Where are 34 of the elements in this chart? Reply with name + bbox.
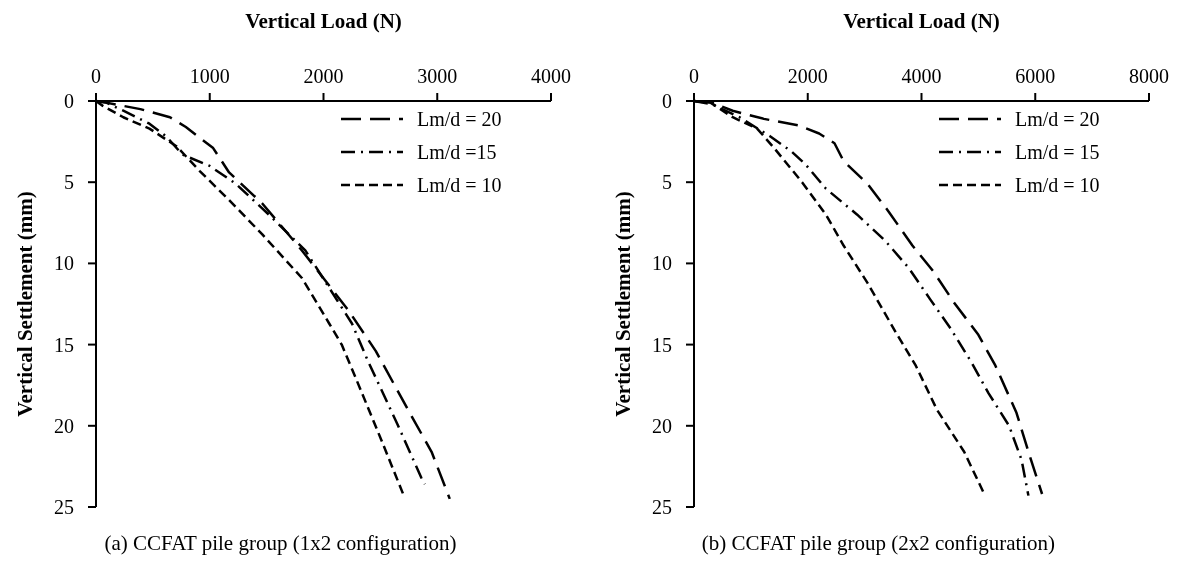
y-tick-label: 0: [64, 90, 74, 112]
text: (a) CCFAT pile group (1x2 configuration): [104, 531, 457, 555]
legend-label: Lm/d = 10: [417, 174, 502, 196]
x-tick-label: 8000: [1129, 65, 1169, 87]
x-tick-label: 4000: [901, 65, 942, 87]
x-tick-label: 4000: [531, 65, 571, 87]
y-tick-label: 25: [652, 496, 672, 518]
y-tick-label: 5: [662, 171, 672, 194]
x-axis-title: Vertical Load (N): [843, 9, 1000, 33]
x-tick-label: 3000: [417, 65, 458, 87]
x-tick-label: 6000: [1015, 65, 1056, 87]
legend-label: Lm/d = 20: [417, 108, 502, 130]
text: (b) CCFAT pile group (2x2 configuration): [701, 531, 1056, 555]
legend-label: Lm/d = 20: [1015, 108, 1100, 130]
x-tick-label: 2000: [303, 65, 344, 87]
y-tick-label: 0: [662, 90, 672, 112]
y-tick-label: 15: [652, 333, 672, 356]
y-tick-label: 10: [652, 252, 672, 275]
x-tick-label: 0: [91, 65, 101, 87]
y-tick-label: 25: [54, 496, 74, 518]
y-tick-label: 20: [54, 414, 74, 437]
x-tick-label: 2000: [787, 65, 828, 87]
legend-label: Lm/d = 10: [1015, 174, 1100, 196]
y-tick-label: 10: [54, 252, 74, 275]
x-tick-label: 0: [689, 65, 699, 87]
x-tick-label: 1000: [189, 65, 230, 87]
y-tick-label: 5: [64, 171, 74, 194]
y-tick-label: 15: [54, 333, 74, 356]
legend-label: Lm/d =15: [417, 141, 497, 163]
legend-label: Lm/d = 15: [1015, 141, 1100, 163]
y-tick-label: 20: [652, 414, 672, 437]
x-axis-title: Vertical Load (N): [245, 9, 402, 33]
y-axis-title: Vertical Settlement (mm): [13, 191, 37, 417]
y-axis-title: Vertical Settlement (mm): [611, 191, 635, 417]
